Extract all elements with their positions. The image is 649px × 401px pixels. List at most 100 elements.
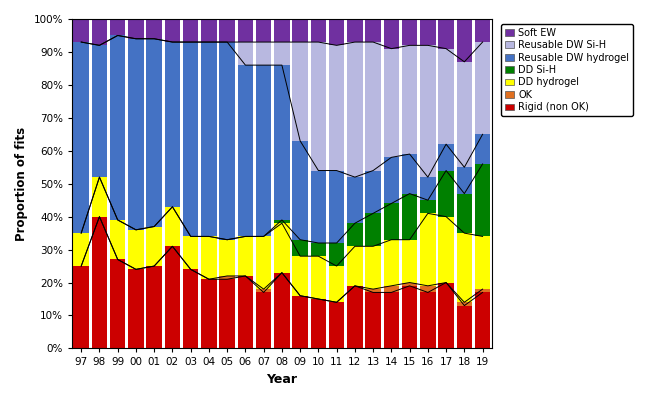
- Bar: [420, 19, 435, 45]
- Bar: [73, 266, 89, 348]
- Bar: [201, 42, 217, 237]
- Bar: [457, 302, 472, 306]
- Bar: [420, 200, 435, 213]
- Bar: [384, 286, 399, 292]
- Bar: [438, 19, 454, 49]
- Bar: [183, 19, 199, 42]
- Bar: [365, 292, 381, 348]
- Bar: [238, 276, 253, 348]
- Bar: [147, 227, 162, 266]
- Bar: [147, 19, 162, 39]
- Bar: [293, 141, 308, 240]
- Bar: [274, 42, 289, 65]
- Bar: [329, 302, 345, 348]
- Bar: [438, 144, 454, 170]
- Bar: [274, 19, 289, 42]
- Bar: [92, 177, 107, 217]
- Bar: [219, 42, 235, 240]
- Bar: [329, 45, 345, 170]
- Bar: [384, 157, 399, 203]
- Bar: [110, 259, 125, 348]
- Bar: [201, 19, 217, 42]
- Bar: [347, 177, 363, 223]
- Bar: [475, 134, 491, 164]
- Bar: [420, 177, 435, 200]
- Bar: [92, 45, 107, 177]
- Bar: [256, 65, 271, 237]
- Bar: [293, 296, 308, 348]
- Bar: [274, 65, 289, 220]
- Bar: [165, 19, 180, 42]
- Bar: [438, 49, 454, 144]
- Bar: [92, 19, 107, 45]
- Bar: [219, 240, 235, 276]
- Bar: [402, 19, 417, 45]
- Bar: [420, 45, 435, 177]
- Bar: [274, 223, 289, 273]
- Bar: [219, 19, 235, 42]
- Bar: [293, 19, 308, 42]
- Bar: [110, 19, 125, 35]
- Bar: [274, 273, 289, 348]
- Bar: [457, 62, 472, 167]
- Bar: [347, 246, 363, 286]
- Bar: [457, 306, 472, 348]
- Bar: [73, 19, 89, 42]
- Bar: [256, 289, 271, 292]
- Bar: [402, 286, 417, 348]
- Bar: [293, 256, 308, 296]
- Bar: [256, 19, 271, 42]
- Bar: [475, 237, 491, 289]
- Bar: [73, 42, 89, 233]
- Bar: [238, 65, 253, 237]
- Bar: [183, 42, 199, 237]
- Bar: [438, 170, 454, 217]
- Bar: [402, 240, 417, 283]
- Bar: [274, 220, 289, 223]
- Bar: [329, 266, 345, 302]
- Bar: [384, 19, 399, 49]
- Bar: [420, 292, 435, 348]
- Bar: [293, 240, 308, 256]
- Y-axis label: Proportion of fits: Proportion of fits: [15, 127, 28, 241]
- Bar: [219, 279, 235, 348]
- Bar: [457, 194, 472, 233]
- Bar: [347, 19, 363, 42]
- Bar: [129, 230, 143, 269]
- Bar: [311, 256, 326, 299]
- Bar: [311, 19, 326, 42]
- Bar: [347, 223, 363, 246]
- Bar: [110, 220, 125, 259]
- Bar: [110, 35, 125, 220]
- Bar: [384, 292, 399, 348]
- Bar: [420, 286, 435, 292]
- Bar: [384, 49, 399, 157]
- Bar: [311, 170, 326, 243]
- Bar: [73, 233, 89, 266]
- Bar: [365, 170, 381, 213]
- Bar: [438, 283, 454, 348]
- Bar: [129, 19, 143, 39]
- Bar: [129, 39, 143, 230]
- Bar: [293, 42, 308, 141]
- Bar: [402, 283, 417, 286]
- Bar: [475, 19, 491, 42]
- Bar: [329, 243, 345, 266]
- Bar: [238, 237, 253, 276]
- Bar: [475, 289, 491, 292]
- Bar: [420, 213, 435, 286]
- Bar: [183, 237, 199, 269]
- Bar: [475, 164, 491, 237]
- Bar: [457, 167, 472, 194]
- Bar: [165, 42, 180, 207]
- Bar: [457, 233, 472, 302]
- Bar: [92, 217, 107, 348]
- Bar: [238, 42, 253, 65]
- Bar: [402, 194, 417, 240]
- Legend: Soft EW, Reusable DW Si-H, Reusable DW hydrogel, DD Si-H, DD hydrogel, OK, Rigid: Soft EW, Reusable DW Si-H, Reusable DW h…: [501, 24, 633, 116]
- Bar: [147, 266, 162, 348]
- Bar: [238, 19, 253, 42]
- Bar: [129, 269, 143, 348]
- Bar: [201, 237, 217, 279]
- Bar: [311, 42, 326, 170]
